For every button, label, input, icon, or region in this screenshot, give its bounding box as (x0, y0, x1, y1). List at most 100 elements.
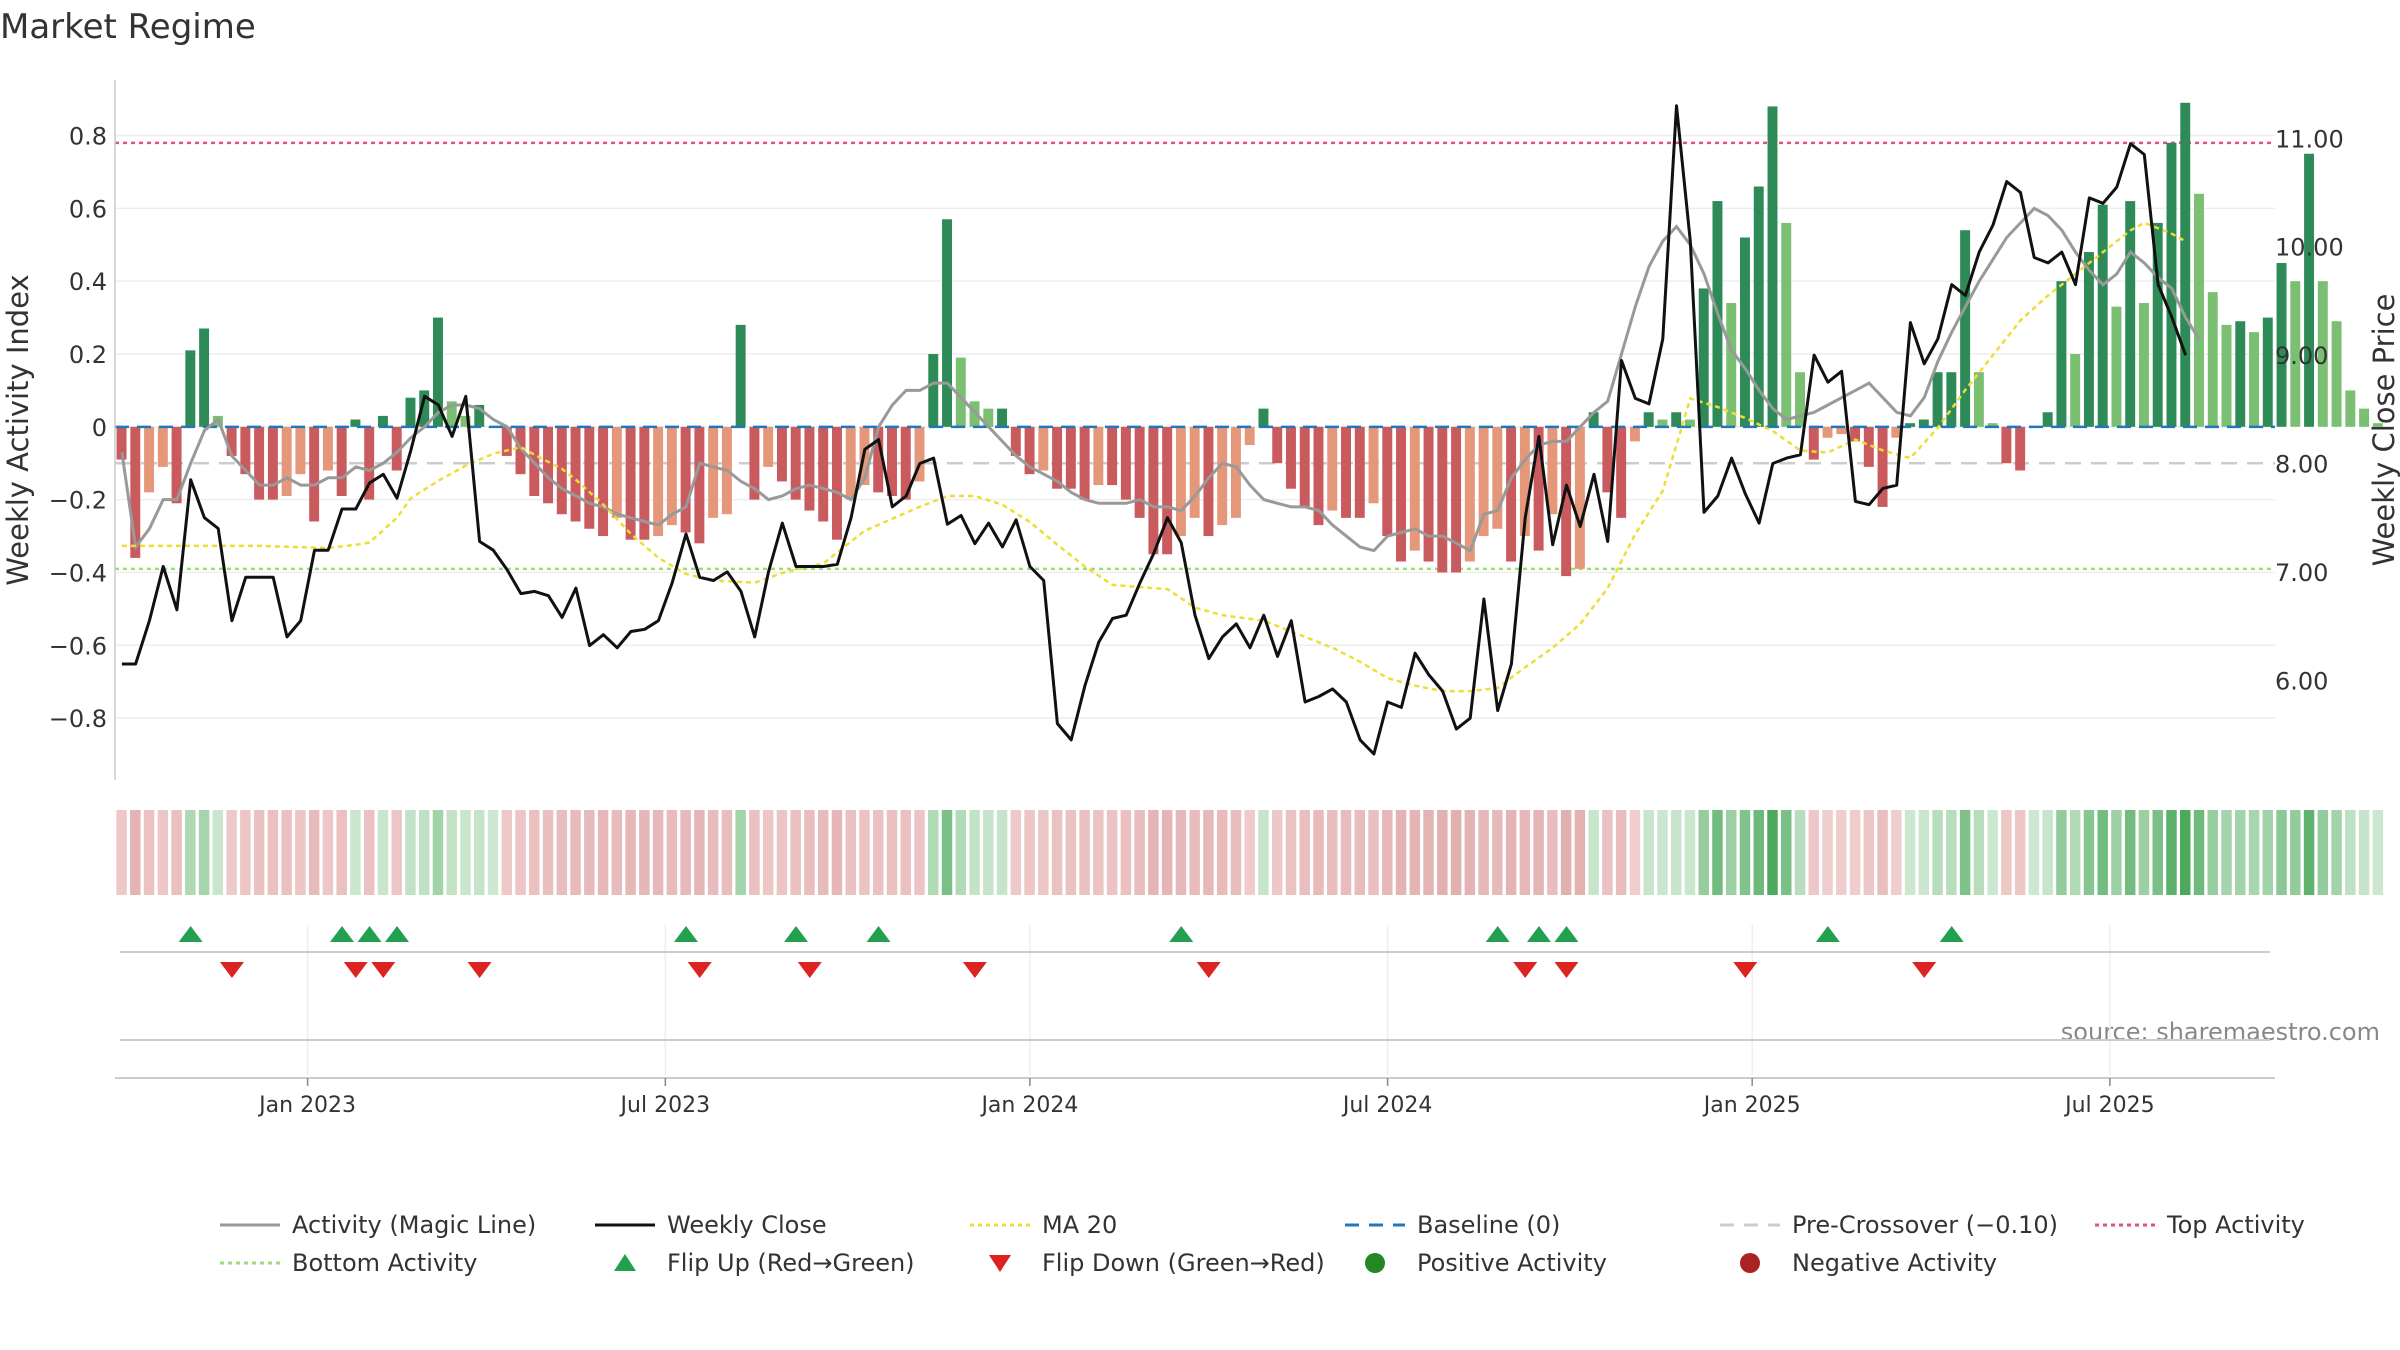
activity-bar (1533, 426, 1544, 551)
regime-strip-cell (2290, 810, 2301, 895)
regime-strip-cell (694, 810, 705, 895)
regime-strip-cell (1725, 810, 1737, 895)
legend-label: Baseline (0) (1417, 1211, 1560, 1239)
y-tick-label: 0.8 (69, 123, 107, 151)
regime-strip-cell (474, 810, 485, 895)
regime-strip-cell (1175, 810, 1187, 895)
regime-strip-cell (1106, 810, 1118, 895)
regime-strip-cell (721, 810, 733, 895)
regime-strip-cell (1216, 810, 1228, 895)
activity-bar (2042, 412, 2053, 427)
regime-strip-cell (460, 810, 471, 895)
regime-strip-cell (1657, 810, 1668, 895)
regime-strip-cell (570, 810, 581, 895)
regime-strip-cell (226, 810, 237, 895)
regime-strip-cell (1010, 810, 1022, 895)
activity-bar (295, 426, 306, 475)
regime-strip-cell (983, 810, 994, 895)
activity-bar (2194, 193, 2204, 427)
activity-bar (955, 357, 966, 427)
regime-strip-cell (501, 810, 513, 895)
activity-bar (336, 426, 347, 496)
regime-strip-cell (1423, 810, 1434, 895)
activity-bar (2359, 408, 2370, 427)
activity-bar (1327, 426, 1338, 511)
x-tick-label: Jan 2024 (979, 1093, 1078, 1118)
legend-label: Flip Up (Red→Green) (667, 1249, 915, 1277)
legend-swatch-dot (1365, 1253, 1385, 1273)
regime-strip-cell (2235, 810, 2246, 895)
activity-bar (1547, 426, 1558, 515)
regime-strip-cell (1836, 810, 1847, 895)
regime-strip-cell (2358, 810, 2370, 895)
regime-strip-cell (185, 810, 196, 895)
activity-bar (1574, 426, 1585, 569)
activity-bar (845, 426, 856, 500)
regime-strip-cell (1574, 810, 1586, 895)
flip-down-marker (343, 962, 368, 978)
ma20-line (121, 221, 2187, 693)
regime-strip-cell (2097, 810, 2108, 895)
regime-strip-cell (584, 810, 595, 895)
legend-label: Pre-Crossover (−0.10) (1792, 1211, 2058, 1239)
regime-strip-cell (1230, 810, 1242, 895)
regime-strip-cell (996, 810, 1008, 895)
legend-label: Negative Activity (1792, 1249, 1997, 1277)
activity-bar (1382, 426, 1393, 537)
activity-bar (1918, 419, 1929, 427)
activity-bar (1478, 426, 1489, 537)
activity-bar (2249, 332, 2260, 427)
activity-bar (377, 415, 388, 427)
x-tick-label: Jan 2025 (1702, 1093, 1801, 1118)
activity-bar (2125, 201, 2136, 427)
activity-bar (1616, 426, 1627, 518)
activity-bar (2290, 281, 2301, 427)
legend-label: Activity (Magic Line) (292, 1211, 536, 1239)
regime-strip-cell (872, 810, 884, 895)
activity-bar (1010, 426, 1021, 456)
regime-strip-cell (1904, 810, 1916, 895)
x-tick-label: Jul 2025 (2063, 1093, 2155, 1118)
regime-strip-cell (1437, 810, 1448, 895)
regime-strip-cell (130, 810, 141, 895)
regime-strip-cell (639, 810, 650, 895)
regime-strip-cell (198, 810, 210, 895)
activity-bar (1987, 423, 1998, 427)
activity-bar (1437, 426, 1448, 573)
y-tick-label: −0.6 (49, 632, 107, 660)
activity-bar (1561, 426, 1572, 577)
regime-strip-cell (1051, 810, 1063, 895)
activity-bar (1368, 426, 1379, 504)
regime-strip-cell (143, 810, 155, 895)
regime-strip-cell (556, 810, 568, 895)
activity-bar (749, 426, 760, 500)
regime-strip-cell (680, 810, 691, 895)
regime-strip-cell (2248, 810, 2260, 895)
regime-strip-cell (2111, 810, 2122, 895)
activity-bar (653, 426, 664, 537)
regime-strip-cell (1547, 810, 1558, 895)
legend-swatch-triangle-down (989, 1255, 1011, 1272)
regime-strip-cell (2014, 810, 2026, 895)
activity-bar (1492, 426, 1503, 529)
regime-strip-cell (611, 810, 623, 895)
flip-down-marker (687, 962, 712, 978)
activity-bar (983, 408, 994, 427)
activity-bar (405, 397, 416, 427)
activity-bar (1891, 426, 1902, 438)
regime-strip-cell (377, 810, 389, 895)
activity-bar (2166, 142, 2177, 427)
activity-bar (446, 401, 457, 427)
regime-strip-cell (157, 810, 169, 895)
activity-bar (1285, 426, 1296, 489)
y-axis-label: Weekly Activity Index (1, 274, 35, 585)
activity-bars (115, 102, 2383, 577)
activity-bar (433, 317, 443, 427)
regime-strip-cell (1918, 810, 1930, 895)
activity-bar (1740, 237, 1750, 427)
activity-bar (226, 426, 237, 456)
regime-strip-cell (1450, 810, 1462, 895)
flip-up-marker (1526, 926, 1551, 942)
activity-bar (1120, 426, 1131, 500)
